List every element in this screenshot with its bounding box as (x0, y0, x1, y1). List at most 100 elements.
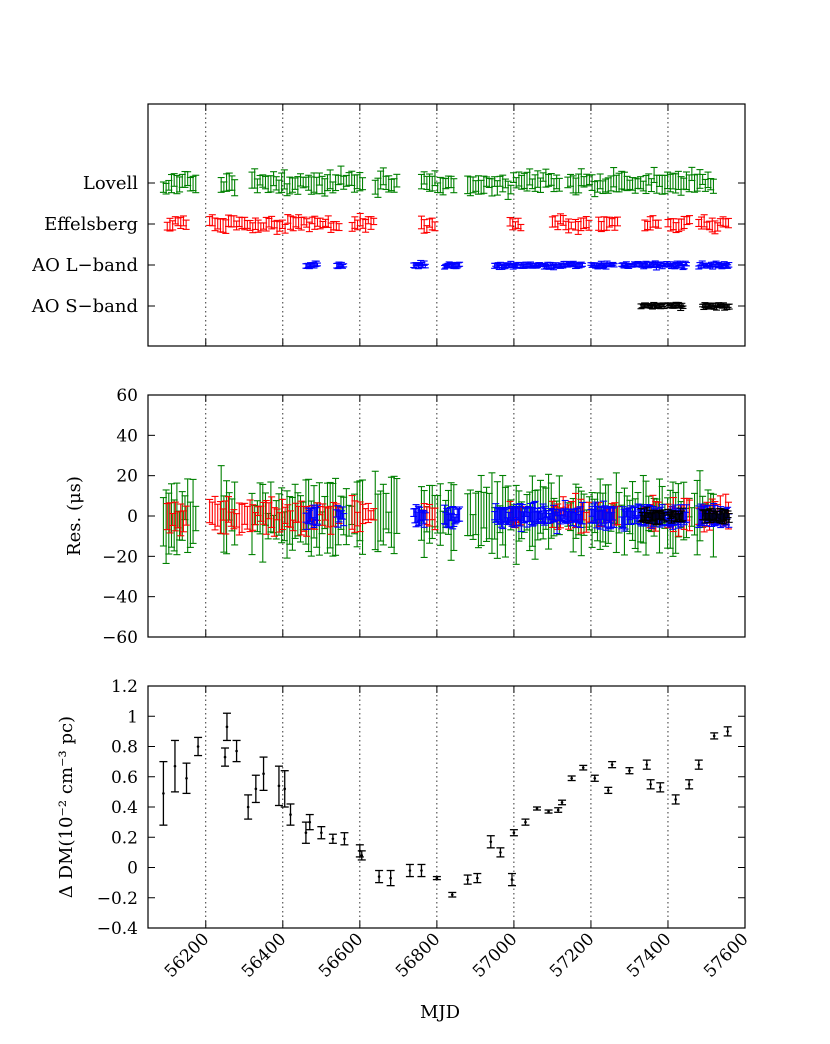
top-point (262, 216, 270, 232)
top-point (313, 262, 321, 267)
top-point (241, 216, 249, 231)
res-point (431, 507, 439, 531)
res-point (660, 511, 668, 523)
res-point (456, 506, 464, 522)
res-point (379, 483, 387, 546)
top-point (499, 174, 507, 193)
res-point (345, 504, 353, 537)
top-point (565, 218, 573, 234)
res-point (248, 492, 256, 556)
dm-point-marker (223, 755, 227, 759)
res-point (449, 505, 457, 530)
dm-point-marker (628, 769, 631, 772)
dm-point-marker (173, 764, 177, 768)
top-point (480, 175, 488, 194)
dm-point-marker (489, 840, 493, 844)
res-point (319, 503, 327, 526)
dm-point-marker (360, 854, 364, 857)
top-point (340, 263, 348, 268)
top-point (725, 262, 733, 268)
res-point (356, 501, 364, 533)
res-point (330, 501, 338, 527)
dm-point-marker (466, 878, 469, 881)
dm-point-marker (262, 772, 265, 776)
dm-point-marker (570, 776, 573, 780)
res-point (189, 478, 197, 544)
res-point (171, 501, 179, 532)
dm-point-marker (435, 876, 439, 880)
res-point (262, 499, 270, 535)
dm-point-marker (649, 783, 652, 786)
top-point (578, 262, 586, 267)
res-point (270, 507, 278, 537)
res-point (283, 490, 291, 559)
dm-point-marker (225, 725, 229, 729)
top-point (359, 177, 367, 191)
res-point (177, 503, 185, 537)
dm-point-marker (283, 787, 287, 791)
top-point (610, 263, 618, 268)
top-point (231, 179, 239, 197)
res-point (359, 503, 367, 525)
top-point (431, 221, 439, 232)
res-point (411, 508, 419, 524)
res-point (612, 472, 620, 554)
top-point (356, 172, 364, 192)
res-point (249, 504, 257, 531)
dm-point-marker (712, 734, 716, 738)
dm-point-marker (389, 876, 392, 880)
dm-point-marker (408, 869, 412, 872)
res-point (414, 505, 422, 527)
top-point (725, 303, 733, 310)
top-point (192, 174, 200, 194)
dm-point-marker (556, 808, 560, 812)
dm-point-marker (512, 831, 516, 835)
dm-point-marker (510, 878, 514, 881)
top-point (335, 223, 343, 232)
top-panel-frame (147, 103, 746, 347)
top-point (393, 173, 401, 188)
res-series-3 (637, 506, 733, 526)
x-tick-label: 56200 (161, 929, 213, 981)
res-point (679, 507, 687, 522)
res-point (370, 508, 378, 521)
dm-point-marker (450, 893, 454, 897)
dm-point-marker (289, 813, 292, 816)
res-point (609, 507, 617, 521)
dm-point-marker (524, 820, 527, 824)
top-point (679, 305, 687, 310)
top-point (268, 215, 276, 230)
dm-point-marker (658, 786, 662, 789)
top-point (517, 223, 525, 232)
res-point (436, 483, 444, 546)
res-point (312, 507, 320, 527)
top-point (654, 219, 662, 229)
dm-points (159, 712, 732, 898)
dm-point-marker (235, 749, 238, 753)
dm-point-marker (581, 766, 585, 769)
res-point (211, 495, 219, 531)
res-point (421, 512, 429, 521)
res-point (483, 486, 491, 542)
top-point (217, 177, 225, 193)
res-point (390, 475, 398, 555)
res-point (447, 482, 455, 561)
res-point (555, 475, 563, 536)
res-point (573, 508, 581, 528)
top-point (504, 180, 512, 200)
top-point (709, 178, 717, 194)
res-point (334, 505, 342, 528)
res-point (342, 488, 350, 546)
top-point (555, 177, 563, 192)
res-point (540, 505, 548, 526)
top-point (173, 174, 181, 195)
dm-point-marker (343, 837, 346, 841)
x-tick-label: 57200 (546, 929, 598, 981)
dm-point-marker (308, 820, 312, 824)
dm-point-marker (593, 776, 597, 780)
top-point (631, 177, 639, 194)
top-point (724, 217, 732, 229)
dm-point-marker (277, 784, 281, 788)
res-point (192, 505, 200, 532)
